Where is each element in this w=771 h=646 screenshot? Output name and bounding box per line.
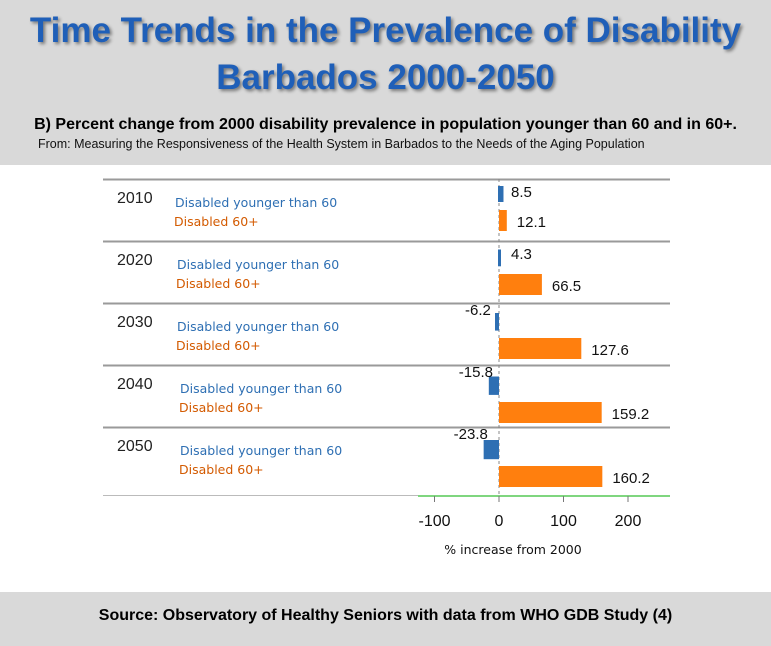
value-label-younger: 4.3 xyxy=(511,246,532,263)
value-label-younger: -15.8 xyxy=(459,364,493,381)
value-label-younger: -6.2 xyxy=(465,302,491,319)
bar-60-plus xyxy=(499,466,603,487)
bar-younger-than-60 xyxy=(498,186,504,202)
legend-label-old: Disabled 60+ xyxy=(179,462,264,477)
header-banner: Time Trends in the Prevalence of Disabil… xyxy=(0,0,771,165)
value-label-60-plus: 160.2 xyxy=(612,470,650,487)
year-label: 2030 xyxy=(117,314,153,331)
value-label-younger: -23.8 xyxy=(454,426,488,443)
legend-label-old: Disabled 60+ xyxy=(174,214,259,229)
bar-younger-than-60 xyxy=(483,440,499,460)
footer-source: Source: Observatory of Healthy Seniors w… xyxy=(98,607,673,624)
x-axis-title: % increase from 2000 xyxy=(444,542,581,557)
source-citation: From: Measuring the Responsiveness of th… xyxy=(38,137,645,151)
bar-60-plus xyxy=(499,210,507,231)
subtitle: B) Percent change from 2000 disability p… xyxy=(34,116,737,133)
bar-younger-than-60 xyxy=(495,313,499,331)
x-tick-label: -100 xyxy=(418,513,450,530)
legend-label-young: Disabled younger than 60 xyxy=(177,257,339,272)
legend-label-young: Disabled younger than 60 xyxy=(180,443,342,458)
legend-label-young: Disabled younger than 60 xyxy=(180,381,342,396)
value-label-60-plus: 127.6 xyxy=(591,342,629,359)
x-tick-label: 200 xyxy=(615,513,642,530)
legend-label-young: Disabled younger than 60 xyxy=(177,319,339,334)
year-label: 2040 xyxy=(117,376,153,393)
bar-chart: 2010 Disabled younger than 60 Disabled 60+… xyxy=(103,178,670,557)
bar-60-plus xyxy=(499,402,602,423)
bar-younger-than-60 xyxy=(498,249,501,267)
legend-label-old: Disabled 60+ xyxy=(179,400,264,415)
bar-younger-than-60 xyxy=(488,376,499,395)
year-label: 2010 xyxy=(117,190,153,207)
title-line-1: Time Trends in the Prevalence of Disabil… xyxy=(29,11,742,50)
value-label-60-plus: 66.5 xyxy=(552,278,581,295)
x-tick-label: 0 xyxy=(495,513,504,530)
title-line-2: Barbados 2000-2050 xyxy=(216,58,555,97)
legend-label-old: Disabled 60+ xyxy=(176,276,261,291)
bar-60-plus xyxy=(499,338,582,359)
bar-60-plus xyxy=(499,274,542,295)
footer-banner: Source: Observatory of Healthy Seniors w… xyxy=(0,592,771,646)
value-label-younger: 8.5 xyxy=(511,184,532,201)
value-label-60-plus: 12.1 xyxy=(517,214,546,231)
legend-label-young: Disabled younger than 60 xyxy=(175,195,337,210)
value-label-60-plus: 159.2 xyxy=(612,406,650,423)
legend-label-old: Disabled 60+ xyxy=(176,338,261,353)
year-label: 2050 xyxy=(117,438,153,455)
year-label: 2020 xyxy=(117,252,153,269)
x-tick-label: 100 xyxy=(550,513,577,530)
